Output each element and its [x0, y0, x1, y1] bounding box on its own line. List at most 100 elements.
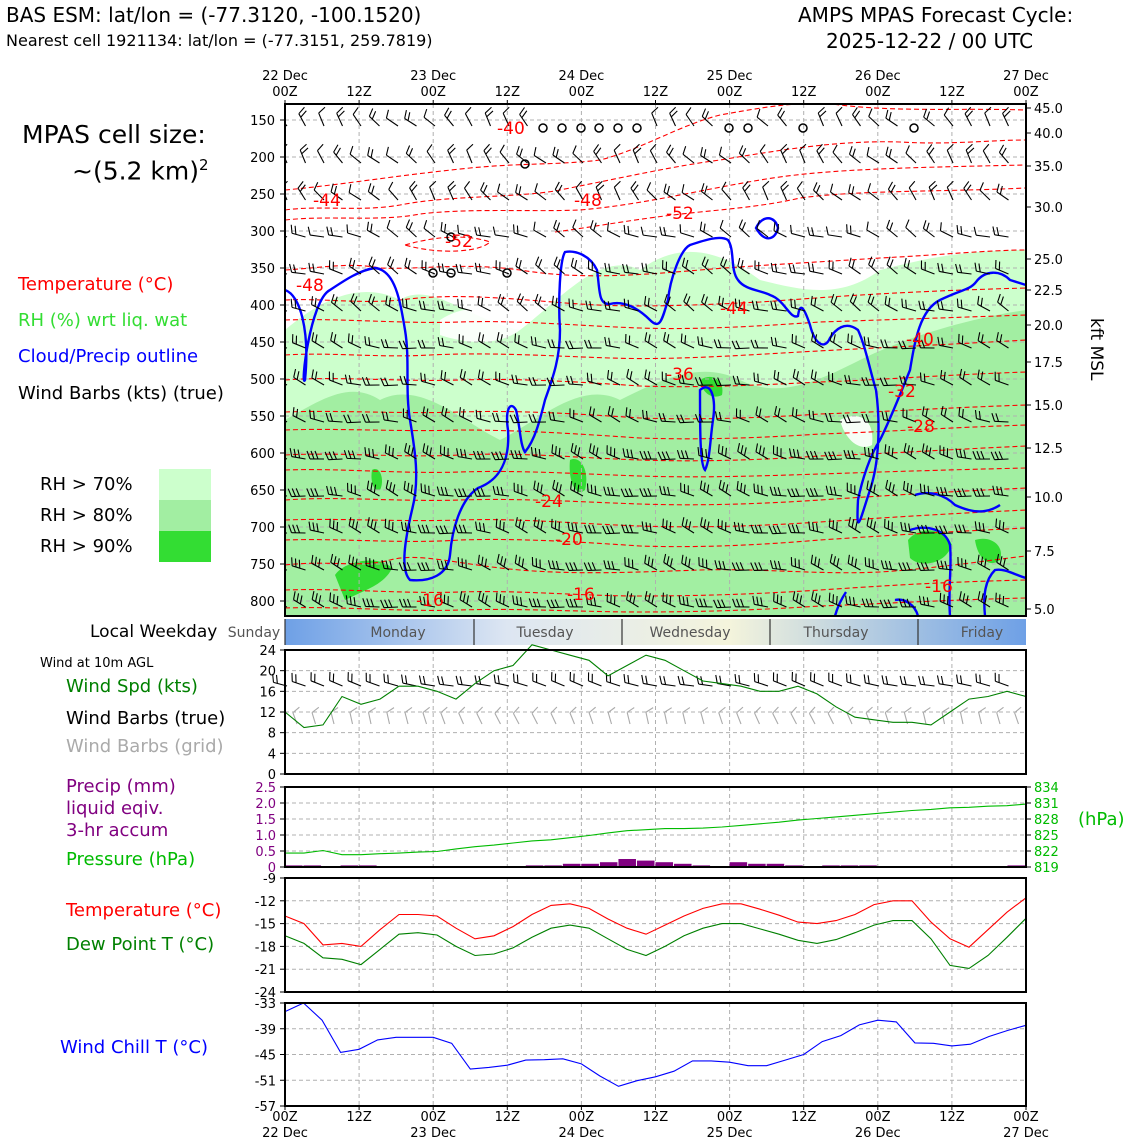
wind-barb-feather	[999, 185, 1003, 195]
wind-barb-feather	[565, 598, 570, 608]
rh70-swatch	[159, 469, 211, 500]
wind-barb-feather	[423, 220, 428, 229]
y-tick-label: 4	[268, 747, 276, 762]
wind-barb	[570, 488, 584, 497]
wind-chill-yaxis: -33-39-45-51-57	[255, 997, 285, 1115]
wind-barb-feather	[996, 226, 1000, 236]
wind-barb	[754, 603, 769, 608]
calm-circle	[576, 123, 586, 133]
wind-barb-grid	[512, 713, 520, 725]
wind-barb-feather	[663, 486, 667, 495]
wind-barb-feather	[329, 518, 331, 528]
wind-barb	[977, 303, 991, 312]
wind-barb-feather	[278, 108, 282, 115]
y-tick-label: -12	[255, 895, 276, 910]
wind-barb-feather	[481, 297, 484, 307]
wind-barb	[852, 114, 861, 127]
wind-barb-feather	[979, 182, 984, 191]
wind-barb	[701, 116, 713, 127]
wind-barb-feather	[744, 184, 751, 192]
wind-barb-feather	[903, 481, 906, 490]
wind-barb-feather	[740, 260, 744, 269]
wind-barb	[700, 488, 713, 497]
wind-barb-grid	[941, 712, 946, 725]
wind-barb-feather	[370, 598, 375, 607]
wind-barb	[625, 342, 639, 349]
wind-barb-grid	[588, 712, 594, 725]
wind-barb-feather	[555, 148, 559, 158]
temperature-contour	[285, 104, 1026, 191]
wind-barb-feather	[682, 145, 687, 155]
wind-barb	[809, 234, 824, 238]
precip-bar	[748, 863, 766, 867]
wind-barb	[664, 301, 676, 312]
wind-barb-feather	[963, 449, 967, 459]
wind-barb	[291, 456, 306, 460]
wind-barb-feather	[788, 448, 792, 457]
wind-barb	[868, 116, 880, 127]
wind-barb-feather	[890, 184, 896, 193]
wind-barb-feather	[768, 525, 774, 534]
wind-barb	[884, 303, 898, 312]
wind-barb-feather	[647, 297, 650, 307]
wind-barb	[494, 458, 510, 461]
wind-barb-feather	[918, 595, 922, 605]
wind-barb-true-feather	[493, 674, 496, 683]
wind-barb-feather	[713, 339, 718, 348]
wind-barb-feather	[961, 409, 964, 418]
wind-barb-feather	[741, 148, 747, 157]
wind-barb-feather	[977, 369, 980, 379]
y-tick-label: 828	[1034, 813, 1059, 828]
wind-barb-feather	[962, 371, 966, 380]
wind-barb-feather	[518, 259, 522, 269]
wind-barb	[606, 494, 621, 497]
wind-barb-feather	[849, 293, 855, 302]
wind-barb-feather	[623, 224, 626, 234]
wind-barb-feather	[407, 482, 410, 492]
wind-barb-feather	[885, 109, 889, 119]
wind-barb-feather	[704, 259, 709, 268]
wind-barb	[721, 189, 732, 201]
wind-barb-grid	[292, 712, 298, 725]
bottom-time-hour: 00Z	[272, 1110, 298, 1125]
wind-barb-feather	[851, 519, 855, 528]
wind-barb-feather	[516, 293, 522, 302]
title-right-line1: AMPS MPAS Forecast Cycle:	[798, 3, 1074, 27]
wind-barb-feather	[477, 332, 481, 341]
wind-barb-feather	[364, 447, 367, 456]
wind-barb	[404, 451, 417, 460]
precip-label-line1: Precip (mm)	[66, 776, 176, 797]
wind-barb-feather	[348, 375, 352, 384]
wind-barb-feather	[922, 301, 926, 310]
wind-barb-feather	[762, 180, 770, 188]
wind-barb-feather	[388, 599, 393, 608]
wind-barb	[903, 489, 917, 497]
wind-barb-grid	[330, 712, 335, 725]
wind-barb	[352, 114, 362, 127]
wind-barb-feather	[833, 334, 836, 343]
wind-barb-feather	[706, 484, 710, 494]
wind-barb-feather	[624, 488, 630, 497]
wind-barb-feather	[977, 295, 980, 305]
wind-barb-feather	[361, 414, 367, 423]
wind-barb-feather	[398, 562, 404, 571]
wind-barb	[796, 187, 806, 201]
wind-barb-feather	[926, 144, 933, 152]
wind-barb-feather	[318, 106, 326, 114]
wind-barb-true-feather	[845, 673, 848, 683]
wind-barb-grid-feather	[996, 706, 1004, 713]
wind-barb-feather	[570, 257, 574, 267]
wind-barb-feather	[503, 558, 507, 567]
wind-barb-feather	[551, 560, 556, 570]
wind-barb	[480, 189, 491, 201]
wind-barb-feather	[534, 183, 538, 192]
wind-barb-feather	[774, 301, 778, 310]
wind-barb	[644, 562, 658, 571]
wind-barb-feather	[742, 180, 749, 189]
wind-barb-feather	[758, 445, 762, 454]
wind-barb-feather	[647, 556, 650, 566]
wind-barb-feather	[519, 296, 524, 305]
wind-barb	[643, 234, 658, 238]
wind-barb	[458, 306, 473, 312]
